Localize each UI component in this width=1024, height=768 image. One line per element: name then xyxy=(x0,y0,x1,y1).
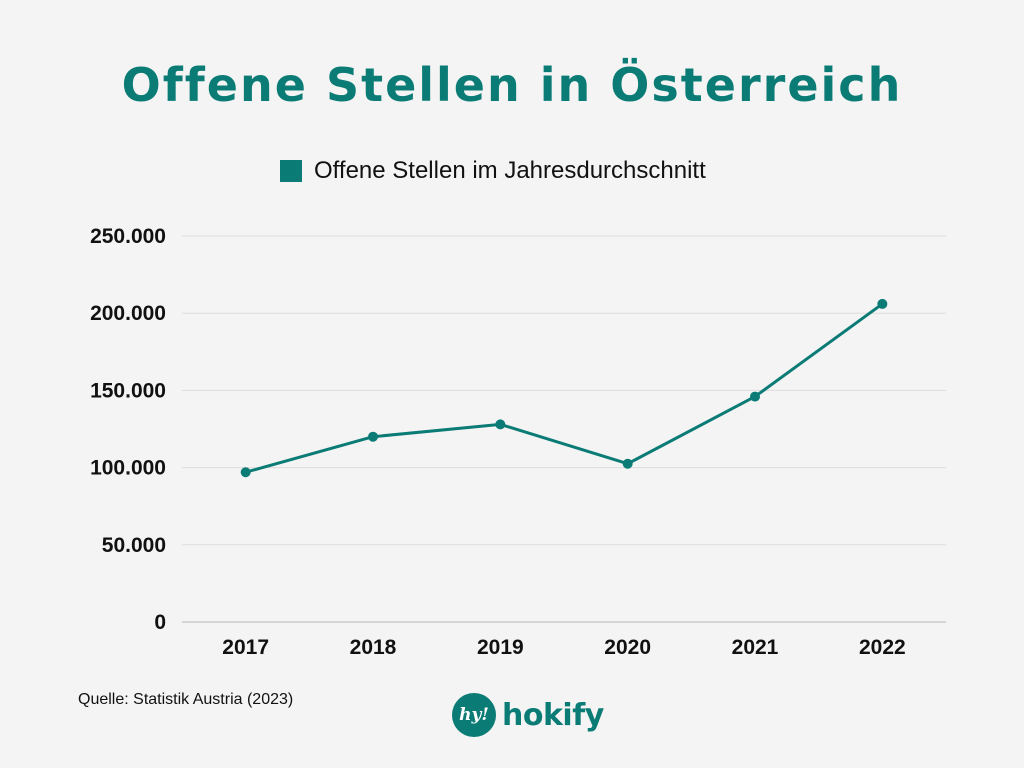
data-point xyxy=(877,298,888,309)
y-tick-label: 0 xyxy=(154,611,166,634)
brand-name: hokify xyxy=(502,697,604,733)
brand-logo: hy! hokify xyxy=(452,693,604,737)
legend-swatch xyxy=(280,160,302,182)
y-tick-label: 250.000 xyxy=(90,225,166,248)
series-line-path xyxy=(244,302,884,474)
brand-badge: hy! xyxy=(452,693,496,737)
source-note: Quelle: Statistik Austria (2023) xyxy=(78,691,294,708)
x-axis-ticks: 2017 2018 2019 2020 2021 2022 xyxy=(222,636,905,659)
gridlines xyxy=(182,235,946,623)
y-tick-label: 50.000 xyxy=(102,534,166,557)
data-point xyxy=(240,467,251,478)
x-tick-label: 2019 xyxy=(477,636,524,659)
legend-label: Offene Stellen im Jahresdurchschnitt xyxy=(314,157,706,184)
series-line xyxy=(244,302,884,474)
y-tick-label: 100.000 xyxy=(90,457,166,480)
data-point xyxy=(368,431,378,442)
legend: Offene Stellen im Jahresdurchschnitt xyxy=(280,156,706,186)
chart-title: Offene Stellen in Österreich xyxy=(121,58,903,112)
data-point xyxy=(622,458,633,469)
y-axis-ticks: 0 50.000 100.000 150.000 200.000 250.000 xyxy=(90,225,166,634)
x-tick-label: 2021 xyxy=(732,636,779,659)
data-point xyxy=(750,391,760,402)
series-points xyxy=(240,298,888,478)
data-point xyxy=(495,419,506,430)
x-tick-label: 2020 xyxy=(604,636,651,659)
x-tick-label: 2018 xyxy=(350,636,397,659)
x-tick-label: 2017 xyxy=(222,636,269,659)
y-tick-label: 200.000 xyxy=(90,302,166,325)
x-tick-label: 2022 xyxy=(859,636,906,659)
y-tick-label: 150.000 xyxy=(90,379,166,402)
